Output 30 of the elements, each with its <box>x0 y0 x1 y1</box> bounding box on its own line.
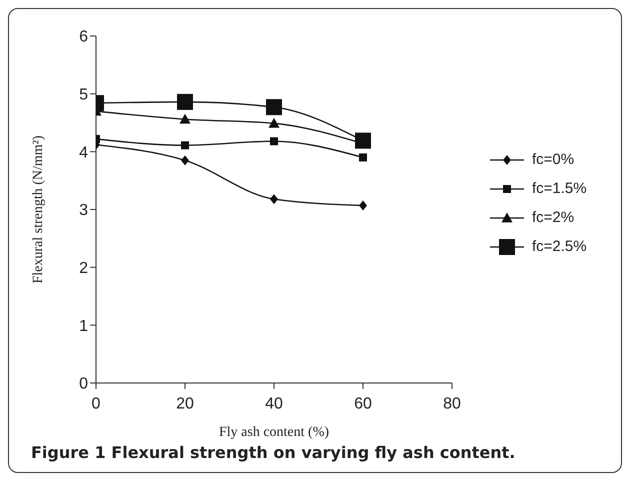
point <box>180 114 190 124</box>
point <box>355 132 371 149</box>
y-tick-label: 4 <box>79 144 88 162</box>
x-tick-label: 80 <box>443 395 461 412</box>
y-tick-label: 3 <box>79 202 88 220</box>
point <box>181 155 189 166</box>
point <box>270 137 278 146</box>
y-tick-label: 5 <box>79 86 88 104</box>
x-axis-title: Fly ash content (%) <box>218 425 330 440</box>
point <box>266 99 282 116</box>
caption: Figure 1 Flexural strength on varying fly ash content. <box>30 443 516 464</box>
point <box>270 194 278 204</box>
point <box>359 200 367 210</box>
point <box>268 118 280 128</box>
point <box>177 94 193 110</box>
legend-label: fc=0% <box>532 151 574 168</box>
y-axis-title: Flexural strength (N/mm²) <box>30 135 46 284</box>
legend-label: fc=2.5% <box>532 238 587 255</box>
x-tick-label: 60 <box>354 395 372 412</box>
point <box>181 141 189 150</box>
x-tick-label: 0 <box>92 395 101 412</box>
y-tick-label: 6 <box>79 28 88 46</box>
x-tick-label: 40 <box>265 395 283 412</box>
x-tick-label: 20 <box>176 395 194 412</box>
legend-label: fc=2% <box>532 209 574 226</box>
point <box>359 153 367 162</box>
y-tick-label: 1 <box>79 318 88 335</box>
y-tick-label: 0 <box>79 376 88 393</box>
legend-label: fc=1.5% <box>532 180 587 197</box>
y-tick-label: 2 <box>79 260 88 278</box>
